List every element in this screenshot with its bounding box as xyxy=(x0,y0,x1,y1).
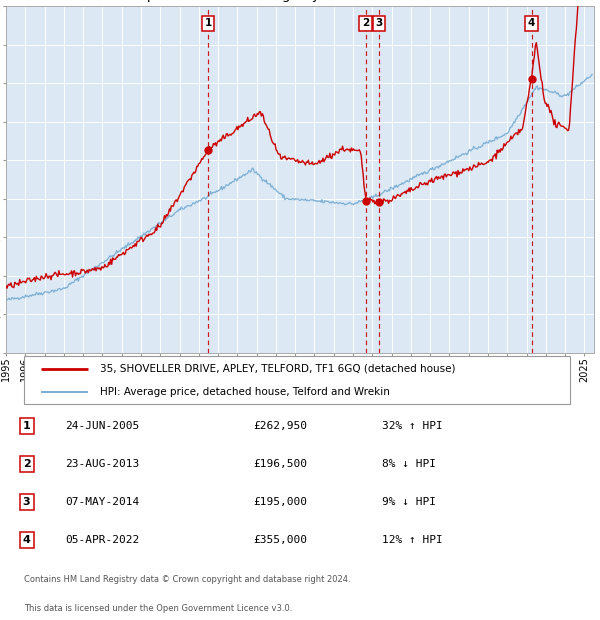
Text: £262,950: £262,950 xyxy=(253,421,307,431)
Text: 32% ↑ HPI: 32% ↑ HPI xyxy=(382,421,443,431)
Text: 9% ↓ HPI: 9% ↓ HPI xyxy=(382,497,436,507)
Text: 23-AUG-2013: 23-AUG-2013 xyxy=(65,459,139,469)
Text: 35, SHOVELLER DRIVE, APLEY, TELFORD, TF1 6GQ (detached house): 35, SHOVELLER DRIVE, APLEY, TELFORD, TF1… xyxy=(100,364,455,374)
Text: 4: 4 xyxy=(23,535,31,545)
Text: 07-MAY-2014: 07-MAY-2014 xyxy=(65,497,139,507)
Title: 35, SHOVELLER DRIVE, APLEY, TELFORD, TF1 6GQ
Price paid vs. HM Land Registry's H: 35, SHOVELLER DRIVE, APLEY, TELFORD, TF1… xyxy=(110,0,490,2)
Text: 2: 2 xyxy=(23,459,31,469)
Text: 1: 1 xyxy=(23,421,31,431)
Text: 24-JUN-2005: 24-JUN-2005 xyxy=(65,421,139,431)
Text: 3: 3 xyxy=(23,497,31,507)
Text: 3: 3 xyxy=(376,19,383,29)
Text: 05-APR-2022: 05-APR-2022 xyxy=(65,535,139,545)
Text: This data is licensed under the Open Government Licence v3.0.: This data is licensed under the Open Gov… xyxy=(23,604,292,613)
Text: 12% ↑ HPI: 12% ↑ HPI xyxy=(382,535,443,545)
Text: £355,000: £355,000 xyxy=(253,535,307,545)
Text: 8% ↓ HPI: 8% ↓ HPI xyxy=(382,459,436,469)
Text: HPI: Average price, detached house, Telford and Wrekin: HPI: Average price, detached house, Telf… xyxy=(100,387,390,397)
Text: £195,000: £195,000 xyxy=(253,497,307,507)
Text: £196,500: £196,500 xyxy=(253,459,307,469)
Text: 4: 4 xyxy=(528,19,535,29)
Text: 1: 1 xyxy=(205,19,212,29)
Text: 2: 2 xyxy=(362,19,369,29)
Text: Contains HM Land Registry data © Crown copyright and database right 2024.: Contains HM Land Registry data © Crown c… xyxy=(23,575,350,584)
FancyBboxPatch shape xyxy=(23,356,571,404)
